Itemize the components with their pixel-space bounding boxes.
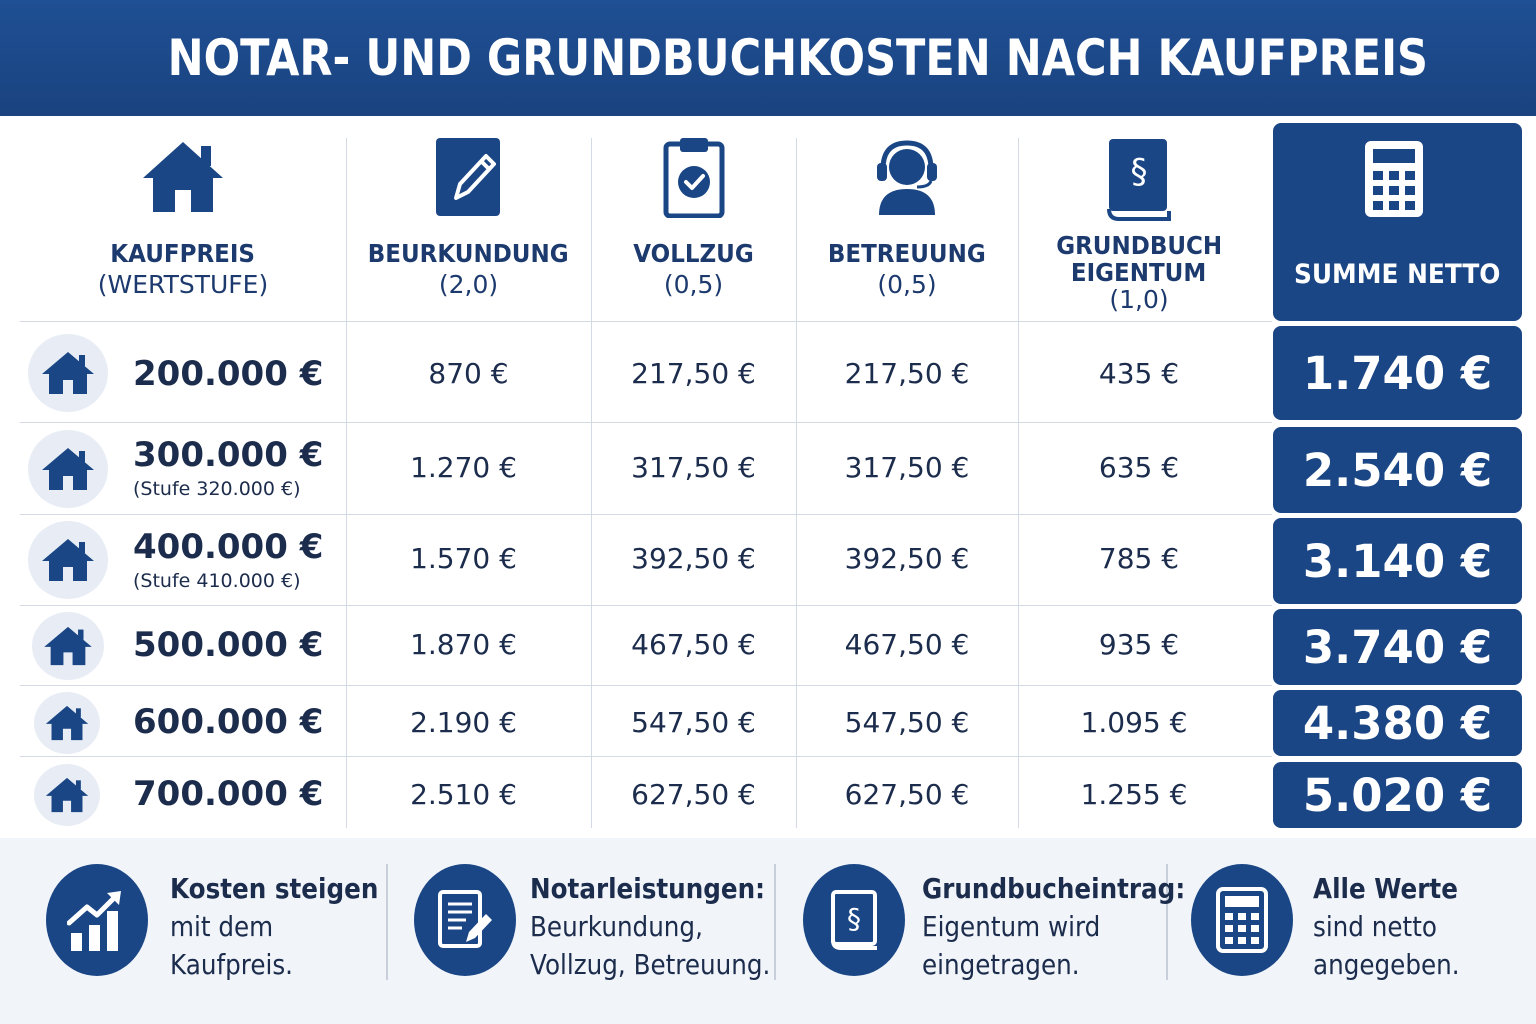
sum-cell: 5.020 € xyxy=(1273,762,1522,828)
footer-divider xyxy=(1166,864,1168,980)
column-divider xyxy=(1018,138,1019,828)
document-pen-icon xyxy=(414,864,516,976)
table-row: 200.000 € 870 € 217,50 € 217,50 € 435 € … xyxy=(20,326,1522,420)
row-divider xyxy=(20,422,1272,423)
house-icon xyxy=(138,134,228,220)
row-divider xyxy=(20,514,1272,515)
header-betreuung: BETREUUNG (0,5) xyxy=(796,134,1018,320)
house-icon xyxy=(28,334,108,412)
law-book-icon: § xyxy=(1094,134,1184,224)
column-divider xyxy=(796,138,797,828)
header-summe: SUMME NETTO xyxy=(1273,123,1522,321)
footer-divider xyxy=(386,864,388,980)
sum-cell: 2.540 € xyxy=(1273,427,1522,513)
sum-cell: 1.740 € xyxy=(1273,326,1522,420)
document-pen-icon xyxy=(424,134,514,220)
footer-item: § Grundbucheintrag: Eigentum wird einget… xyxy=(803,864,1185,981)
house-icon xyxy=(34,692,100,754)
house-icon xyxy=(32,612,104,680)
sum-cell: 3.140 € xyxy=(1273,518,1522,604)
table-row: 600.000 € 2.190 € 547,50 € 547,50 € 1.09… xyxy=(20,690,1522,756)
footer-info: Kosten steigen mit dem Kaufpreis. Notarl… xyxy=(0,838,1536,1024)
footer-divider xyxy=(774,864,776,980)
svg-text:§: § xyxy=(1131,152,1148,192)
cost-table: KAUFPREIS (WERTSTUFE) BEURKUNDUNG (2,0) … xyxy=(20,116,1522,836)
title-bar: NOTAR- UND GRUNDBUCHKOSTEN NACH KAUFPREI… xyxy=(0,0,1536,116)
header-kaufpreis: KAUFPREIS (WERTSTUFE) xyxy=(20,134,346,320)
sum-cell: 4.380 € xyxy=(1273,690,1522,756)
law-book-icon: § xyxy=(803,864,905,976)
footer-item: Notarleistungen: Beurkundung, Vollzug, B… xyxy=(414,864,770,981)
calculator-icon xyxy=(1191,864,1293,976)
table-row: 300.000 € (Stufe 320.000 €) 1.270 € 317,… xyxy=(20,427,1522,513)
row-divider xyxy=(20,321,1272,322)
table-row: 400.000 € (Stufe 410.000 €) 1.570 € 392,… xyxy=(20,518,1522,604)
clipboard-check-icon xyxy=(649,134,739,220)
svg-text:§: § xyxy=(847,902,861,935)
footer-item: Alle Werte sind netto angegeben. xyxy=(1191,864,1521,981)
table-row: 500.000 € 1.870 € 467,50 € 467,50 € 935 … xyxy=(20,609,1522,685)
headset-person-icon xyxy=(862,134,952,220)
row-divider xyxy=(20,685,1272,686)
house-icon xyxy=(34,764,100,826)
house-icon xyxy=(28,430,108,508)
sum-cell: 3.740 € xyxy=(1273,609,1522,685)
header-beurkundung: BEURKUNDUNG (2,0) xyxy=(346,134,591,320)
row-divider xyxy=(20,756,1272,757)
column-divider xyxy=(346,138,347,828)
header-vollzug: VOLLZUG (0,5) xyxy=(591,134,796,320)
house-icon xyxy=(28,521,108,599)
header-grundbuch: § GRUNDBUCH EIGENTUM (1,0) xyxy=(1018,134,1260,320)
row-divider xyxy=(20,605,1272,606)
footer-item: Kosten steigen mit dem Kaufpreis. xyxy=(46,864,378,981)
table-row: 700.000 € 2.510 € 627,50 € 627,50 € 1.25… xyxy=(20,762,1522,828)
rising-chart-icon xyxy=(46,864,148,976)
calculator-icon xyxy=(1363,139,1433,219)
page-title: NOTAR- UND GRUNDBUCHKOSTEN NACH KAUFPREI… xyxy=(167,29,1429,87)
column-divider xyxy=(591,138,592,828)
